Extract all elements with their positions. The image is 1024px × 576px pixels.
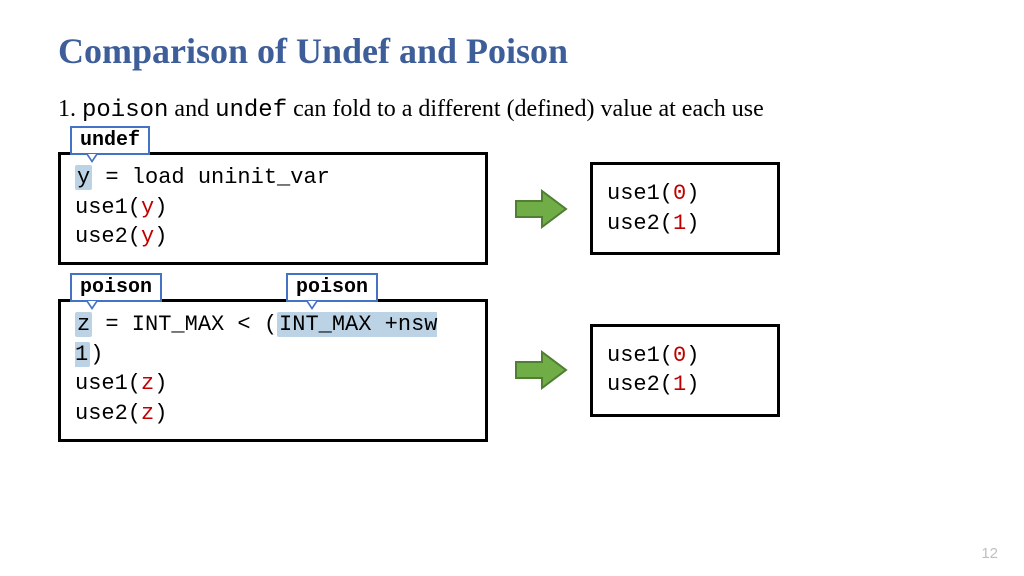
code-line: y = load uninit_var: [75, 163, 471, 193]
tag-tail-inner: [88, 301, 96, 307]
code-text: use1(: [607, 343, 673, 368]
code-line: use2(z): [75, 399, 471, 429]
code-line: use2(y): [75, 222, 471, 252]
code-line: use1(z): [75, 369, 471, 399]
code-text: = load uninit_var: [92, 165, 330, 190]
bullet-line: 1. poison and undef can fold to a differ…: [58, 96, 966, 124]
red-val: 0: [673, 343, 686, 368]
inline-code-poison: poison: [82, 97, 168, 124]
red-val: 1: [673, 211, 686, 236]
code-line: use2(1): [607, 370, 763, 400]
codebox-poison-result: use1(0) use2(1): [590, 324, 780, 417]
code-text: ): [686, 181, 699, 206]
code-text: use1(: [75, 371, 141, 396]
tag-tail-inner: [88, 154, 96, 160]
code-text: use1(: [75, 195, 141, 220]
highlight-var: z: [75, 312, 92, 337]
code-text: ): [686, 343, 699, 368]
code-text: ): [686, 372, 699, 397]
code-text: = INT_MAX < (: [92, 312, 277, 337]
code-line: z = INT_MAX < (INT_MAX +nsw 1): [75, 310, 471, 369]
tag-poison: poison: [70, 273, 162, 302]
code-text: use2(: [75, 224, 141, 249]
red-val: 1: [673, 372, 686, 397]
text: can fold to a different (defined) value …: [287, 96, 764, 122]
code-line: use1(0): [607, 179, 763, 209]
arrow-icon: [514, 350, 568, 390]
red-var: y: [141, 195, 154, 220]
red-var: y: [141, 224, 154, 249]
codebox-poison-source: z = INT_MAX < (INT_MAX +nsw 1) use1(z) u…: [58, 299, 488, 442]
red-var: z: [141, 371, 154, 396]
red-var: z: [141, 401, 154, 426]
code-line: use1(y): [75, 193, 471, 223]
code-line: use1(0): [607, 341, 763, 371]
inline-code-undef: undef: [215, 97, 287, 124]
codebox-undef-source: y = load uninit_var use1(y) use2(y): [58, 152, 488, 265]
codebox-undef-result: use1(0) use2(1): [590, 162, 780, 255]
code-text: use2(: [607, 211, 673, 236]
arrow-icon: [514, 189, 568, 229]
text: and: [168, 96, 215, 122]
codebox-wrap-left: poison poison z = INT_MAX < (INT_MAX +ns…: [58, 299, 488, 442]
code-text: ): [154, 371, 167, 396]
code-text: ): [686, 211, 699, 236]
highlight-var: y: [75, 165, 92, 190]
code-text: ): [154, 401, 167, 426]
example-row-undef: undef y = load uninit_var use1(y) use2(y…: [58, 152, 966, 265]
bullet-number: 1.: [58, 96, 76, 122]
slide-title: Comparison of Undef and Poison: [58, 30, 966, 72]
code-text: use2(: [75, 401, 141, 426]
code-text: ): [154, 224, 167, 249]
code-text: ): [90, 342, 103, 367]
red-val: 0: [673, 181, 686, 206]
slide: Comparison of Undef and Poison 1. poison…: [0, 0, 1024, 442]
page-number: 12: [981, 545, 998, 562]
tag-undef: undef: [70, 126, 150, 155]
code-text: use1(: [607, 181, 673, 206]
codebox-wrap-left: undef y = load uninit_var use1(y) use2(y…: [58, 152, 488, 265]
tag-tail-inner: [308, 301, 316, 307]
code-text: use2(: [607, 372, 673, 397]
tag-poison-2: poison: [286, 273, 378, 302]
code-line: use2(1): [607, 209, 763, 239]
code-text: ): [154, 195, 167, 220]
example-row-poison: poison poison z = INT_MAX < (INT_MAX +ns…: [58, 299, 966, 442]
